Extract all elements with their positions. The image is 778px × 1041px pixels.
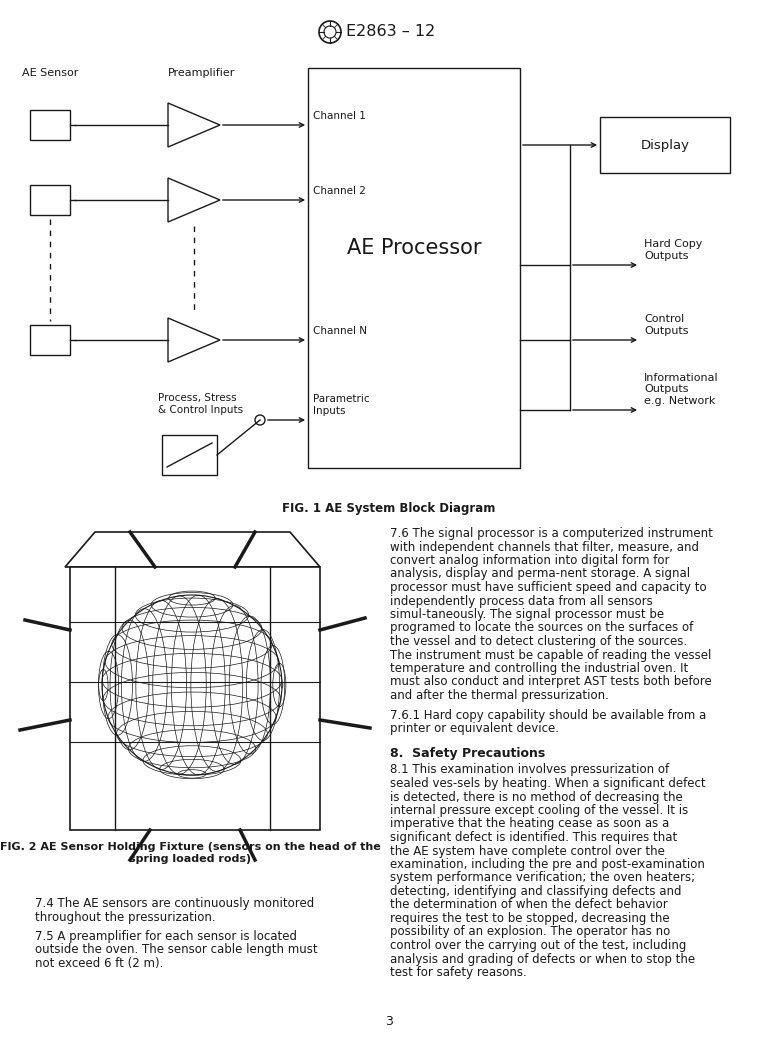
Text: control over the carrying out of the test, including: control over the carrying out of the tes… xyxy=(390,939,686,953)
Text: 7.4 The AE sensors are continuously monitored: 7.4 The AE sensors are continuously moni… xyxy=(35,897,314,910)
Text: internal pressure except cooling of the vessel. It is: internal pressure except cooling of the … xyxy=(390,804,689,817)
Bar xyxy=(308,68,520,468)
Bar xyxy=(600,117,730,173)
Text: programed to locate the sources on the surfaces of: programed to locate the sources on the s… xyxy=(390,621,693,635)
Text: simul-taneously. The signal processor must be: simul-taneously. The signal processor mu… xyxy=(390,608,664,621)
Text: with independent channels that filter, measure, and: with independent channels that filter, m… xyxy=(390,540,699,554)
Text: the determination of when the defect behavior: the determination of when the defect beh… xyxy=(390,898,668,912)
Text: detecting, identifying and classifying defects and: detecting, identifying and classifying d… xyxy=(390,885,682,898)
Text: Channel 2: Channel 2 xyxy=(313,186,366,196)
Text: analysis, display and perma-nent storage. A signal: analysis, display and perma-nent storage… xyxy=(390,567,690,581)
Text: AE Processor: AE Processor xyxy=(347,238,482,258)
Text: 3: 3 xyxy=(385,1015,393,1029)
Text: sealed ves-sels by heating. When a significant defect: sealed ves-sels by heating. When a signi… xyxy=(390,777,706,790)
Bar xyxy=(30,185,70,215)
Text: outside the oven. The sensor cable length must: outside the oven. The sensor cable lengt… xyxy=(35,943,317,957)
Bar xyxy=(162,435,217,475)
Text: Control
Outputs: Control Outputs xyxy=(644,314,689,336)
Text: the AE system have complete control over the: the AE system have complete control over… xyxy=(390,844,665,858)
Text: The instrument must be capable of reading the vessel: The instrument must be capable of readin… xyxy=(390,649,711,661)
Text: FIG. 2 AE Sensor Holding Fixture (sensors on the head of the
spring loaded rods): FIG. 2 AE Sensor Holding Fixture (sensor… xyxy=(0,842,380,864)
Bar xyxy=(30,110,70,139)
Text: Channel N: Channel N xyxy=(313,326,367,336)
Text: must also conduct and interpret AST tests both before: must also conduct and interpret AST test… xyxy=(390,676,712,688)
Text: requires the test to be stopped, decreasing the: requires the test to be stopped, decreas… xyxy=(390,912,670,925)
Text: Hard Copy
Outputs: Hard Copy Outputs xyxy=(644,239,703,261)
Text: significant defect is identified. This requires that: significant defect is identified. This r… xyxy=(390,831,678,844)
Text: Display: Display xyxy=(640,138,689,152)
Text: Parametric
Inputs: Parametric Inputs xyxy=(313,395,370,416)
Text: Informational
Outputs
e.g. Network: Informational Outputs e.g. Network xyxy=(644,373,719,406)
Text: the vessel and to detect clustering of the sources.: the vessel and to detect clustering of t… xyxy=(390,635,687,648)
Text: not exceed 6 ft (2 m).: not exceed 6 ft (2 m). xyxy=(35,957,163,970)
Text: possibility of an explosion. The operator has no: possibility of an explosion. The operato… xyxy=(390,925,671,939)
Text: E2863 – 12: E2863 – 12 xyxy=(346,25,435,40)
Text: test for safety reasons.: test for safety reasons. xyxy=(390,966,527,979)
Bar xyxy=(30,325,70,355)
Text: 7.6 The signal processor is a computerized instrument: 7.6 The signal processor is a computeriz… xyxy=(390,527,713,540)
Text: imperative that the heating cease as soon as a: imperative that the heating cease as soo… xyxy=(390,817,669,831)
Text: independently process data from all sensors: independently process data from all sens… xyxy=(390,594,653,608)
Text: is detected, there is no method of decreasing the: is detected, there is no method of decre… xyxy=(390,790,683,804)
Text: analysis and grading of defects or when to stop the: analysis and grading of defects or when … xyxy=(390,953,695,965)
Text: 8.  Safety Precautions: 8. Safety Precautions xyxy=(390,747,545,761)
Text: Channel 1: Channel 1 xyxy=(313,111,366,121)
Text: 8.1 This examination involves pressurization of: 8.1 This examination involves pressuriza… xyxy=(390,763,669,777)
Text: 7.6.1 Hard copy capability should be available from a: 7.6.1 Hard copy capability should be ava… xyxy=(390,709,706,721)
Text: temperature and controlling the industrial oven. It: temperature and controlling the industri… xyxy=(390,662,689,675)
Text: and after the thermal pressurization.: and after the thermal pressurization. xyxy=(390,689,609,702)
Text: 7.5 A preamplifier for each sensor is located: 7.5 A preamplifier for each sensor is lo… xyxy=(35,930,297,943)
Text: Preamplifier: Preamplifier xyxy=(168,68,236,78)
Text: AE Sensor: AE Sensor xyxy=(22,68,79,78)
Text: throughout the pressurization.: throughout the pressurization. xyxy=(35,911,216,923)
Text: examination, including the pre and post-examination: examination, including the pre and post-… xyxy=(390,858,705,871)
Text: Process, Stress
& Control Inputs: Process, Stress & Control Inputs xyxy=(158,393,243,414)
Text: FIG. 1 AE System Block Diagram: FIG. 1 AE System Block Diagram xyxy=(282,502,496,515)
Text: convert analog information into digital form for: convert analog information into digital … xyxy=(390,554,670,567)
Text: processor must have sufficient speed and capacity to: processor must have sufficient speed and… xyxy=(390,581,706,594)
Bar xyxy=(70,567,320,830)
Text: system performance verification; the oven heaters;: system performance verification; the ove… xyxy=(390,871,695,885)
Text: printer or equivalent device.: printer or equivalent device. xyxy=(390,722,559,735)
